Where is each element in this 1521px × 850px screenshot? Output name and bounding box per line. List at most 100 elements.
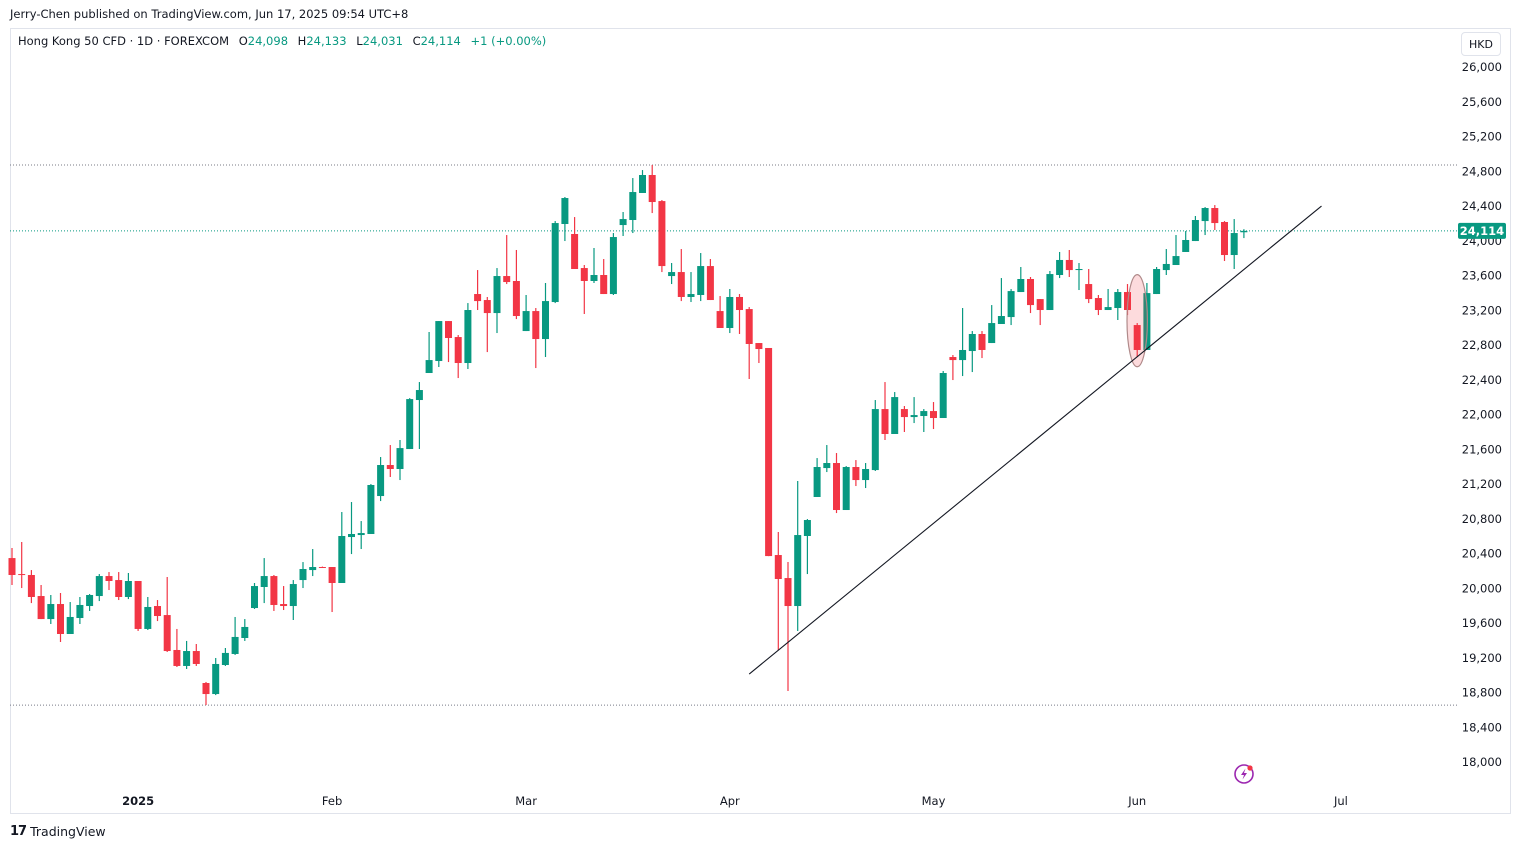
candle[interactable] xyxy=(212,657,220,696)
candle[interactable] xyxy=(842,466,850,511)
candle[interactable] xyxy=(154,600,161,622)
candle[interactable] xyxy=(483,296,491,353)
candle[interactable] xyxy=(18,541,26,589)
candle[interactable] xyxy=(47,594,55,625)
candle[interactable] xyxy=(629,178,637,234)
candle[interactable] xyxy=(1075,263,1083,291)
candle[interactable] xyxy=(425,331,433,374)
candle[interactable] xyxy=(1085,269,1093,304)
candle[interactable] xyxy=(1240,229,1248,239)
candle[interactable] xyxy=(406,398,414,450)
candle[interactable] xyxy=(522,294,530,332)
lightning-icon[interactable] xyxy=(1234,764,1254,784)
candle[interactable] xyxy=(144,596,152,631)
candle[interactable] xyxy=(900,406,908,432)
candle[interactable] xyxy=(1114,288,1122,321)
candle[interactable] xyxy=(959,308,967,377)
highlight-ellipse[interactable] xyxy=(1126,274,1148,368)
candle[interactable] xyxy=(503,235,511,285)
chart-pane[interactable] xyxy=(10,28,1511,814)
candle[interactable] xyxy=(803,519,811,575)
candle[interactable] xyxy=(1027,277,1034,314)
candle[interactable] xyxy=(745,307,753,380)
candle[interactable] xyxy=(1104,288,1112,311)
candle[interactable] xyxy=(1065,249,1073,278)
candle[interactable] xyxy=(1056,251,1064,279)
candle[interactable] xyxy=(27,570,35,604)
candle[interactable] xyxy=(173,628,181,668)
candle[interactable] xyxy=(231,616,239,655)
candle[interactable] xyxy=(1182,231,1190,252)
candle[interactable] xyxy=(37,584,45,620)
candle[interactable] xyxy=(435,321,443,368)
candle[interactable] xyxy=(716,296,724,329)
candle[interactable] xyxy=(687,272,695,303)
candle[interactable] xyxy=(784,562,792,691)
candle[interactable] xyxy=(124,573,132,600)
candle[interactable] xyxy=(978,331,986,359)
candle[interactable] xyxy=(512,249,520,320)
candle[interactable] xyxy=(813,458,821,497)
candle[interactable] xyxy=(619,212,627,236)
candle[interactable] xyxy=(95,574,103,602)
footer-brand[interactable]: 17 TradingView xyxy=(10,824,106,839)
candle[interactable] xyxy=(1094,294,1102,316)
candle[interactable] xyxy=(299,562,307,589)
candle[interactable] xyxy=(1201,207,1209,236)
candle[interactable] xyxy=(251,583,258,609)
candle[interactable] xyxy=(968,331,976,373)
candle[interactable] xyxy=(1153,267,1161,295)
candle[interactable] xyxy=(1211,205,1219,230)
candle[interactable] xyxy=(1036,299,1044,326)
candle[interactable] xyxy=(415,382,423,450)
candle[interactable] xyxy=(309,549,317,577)
candle[interactable] xyxy=(241,619,249,641)
candle[interactable] xyxy=(580,265,588,315)
candle[interactable] xyxy=(542,282,549,358)
candle[interactable] xyxy=(648,165,656,214)
candle[interactable] xyxy=(726,288,734,334)
candle[interactable] xyxy=(1162,249,1170,276)
candle[interactable] xyxy=(988,305,996,344)
symbol-name[interactable]: Hong Kong 50 CFD · 1D · FOREXCOM xyxy=(18,34,230,48)
candle[interactable] xyxy=(1017,267,1025,293)
candle[interactable] xyxy=(823,445,831,473)
candle[interactable] xyxy=(590,247,598,283)
candle[interactable] xyxy=(270,575,278,611)
currency-button[interactable]: HKD xyxy=(1461,32,1501,56)
candle[interactable] xyxy=(1133,323,1141,358)
candle[interactable] xyxy=(348,502,355,555)
candle[interactable] xyxy=(192,643,200,666)
candle[interactable] xyxy=(445,321,452,363)
candle[interactable] xyxy=(396,439,404,481)
candle[interactable] xyxy=(949,355,957,381)
candle[interactable] xyxy=(464,303,472,370)
candle[interactable] xyxy=(386,445,394,478)
candle[interactable] xyxy=(736,294,743,334)
candle[interactable] xyxy=(862,463,870,489)
candle[interactable] xyxy=(930,402,937,430)
candle[interactable] xyxy=(668,263,676,285)
candle[interactable] xyxy=(1172,235,1180,266)
candle[interactable] xyxy=(997,278,1005,325)
candle[interactable] xyxy=(639,170,646,193)
candle[interactable] xyxy=(1230,219,1238,270)
candle[interactable] xyxy=(532,308,540,369)
candle[interactable] xyxy=(658,200,666,273)
candle[interactable] xyxy=(1191,216,1199,242)
candle[interactable] xyxy=(881,382,889,440)
candle[interactable] xyxy=(328,567,336,613)
candle[interactable] xyxy=(794,481,802,632)
candle[interactable] xyxy=(202,681,210,706)
candle[interactable] xyxy=(833,453,840,514)
candle[interactable] xyxy=(134,581,142,631)
candle[interactable] xyxy=(1221,221,1228,262)
candle[interactable] xyxy=(289,580,297,621)
candle[interactable] xyxy=(852,460,860,487)
candle[interactable] xyxy=(367,484,375,534)
candle[interactable] xyxy=(697,253,705,302)
candle[interactable] xyxy=(765,347,773,557)
candle[interactable] xyxy=(76,596,84,625)
candle[interactable] xyxy=(183,640,191,670)
